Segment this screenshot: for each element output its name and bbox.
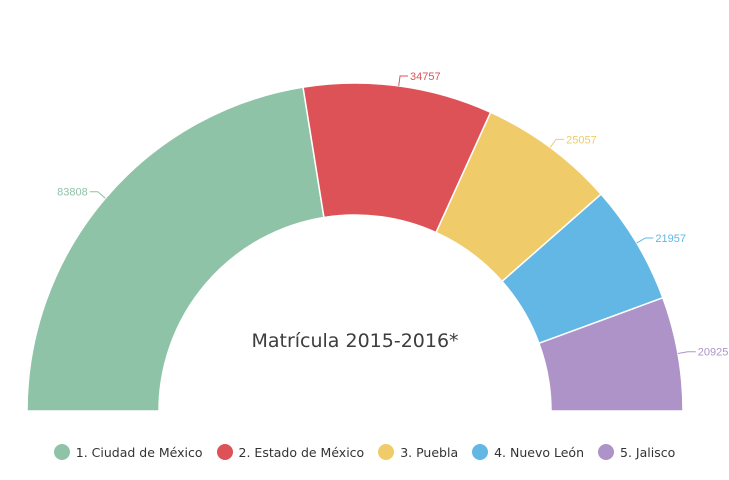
data-label-estado-de-mexico: 34757 (410, 71, 441, 83)
legend-swatch-nuevo-leon (472, 444, 489, 460)
data-labels: 83808 34757 25057 21957 20925 (57, 71, 728, 359)
slice-ciudad-de-mexico[interactable] (26, 86, 325, 412)
legend-swatch-puebla (378, 444, 395, 460)
data-label-puebla: 25057 (566, 134, 597, 146)
slice-jalisco[interactable] (537, 296, 684, 412)
legend-label-nuevo-leon: 4. Nuevo León (494, 444, 584, 460)
legend-label-ciudad-de-mexico: 1. Ciudad de México (75, 444, 203, 460)
leader-lines (89, 75, 696, 354)
legend: 1. Ciudad de México 2. Estado de México … (0, 444, 729, 460)
chart-title: Matrícula 2015-2016* (251, 330, 458, 352)
leader-line-jalisco (677, 351, 696, 354)
legend-item-estado-de-mexico[interactable]: 2. Estado de México (216, 444, 365, 460)
legend-swatch-estado-de-mexico (216, 444, 233, 460)
leader-line-nuevo-leon (636, 237, 654, 244)
semicircle-donut-chart: 83808 34757 25057 21957 20925 Matrícula 2015… (26, 71, 728, 412)
data-label-jalisco: 20925 (698, 347, 729, 359)
legend-item-ciudad-de-mexico[interactable]: 1. Ciudad de México (53, 444, 203, 460)
data-label-nuevo-leon: 21957 (655, 233, 686, 245)
leader-line-estado-de-mexico (398, 75, 409, 86)
legend-label-jalisco: 5. Jalisco (620, 444, 676, 460)
leader-line-puebla (549, 138, 565, 148)
legend-swatch-jalisco (598, 444, 614, 460)
legend-swatch-ciudad-de-mexico (53, 444, 70, 460)
legend-item-puebla[interactable]: 3. Puebla (378, 444, 458, 460)
data-label-ciudad-de-mexico: 83808 (57, 187, 88, 199)
legend-item-nuevo-leon[interactable]: 4. Nuevo León (472, 444, 584, 460)
legend-label-puebla: 3. Puebla (400, 444, 459, 460)
slices (26, 82, 684, 412)
legend-label-estado-de-mexico: 2. Estado de México (238, 444, 365, 460)
leader-line-ciudad-de-mexico (89, 191, 106, 199)
legend-item-jalisco[interactable]: 5. Jalisco (598, 444, 675, 460)
